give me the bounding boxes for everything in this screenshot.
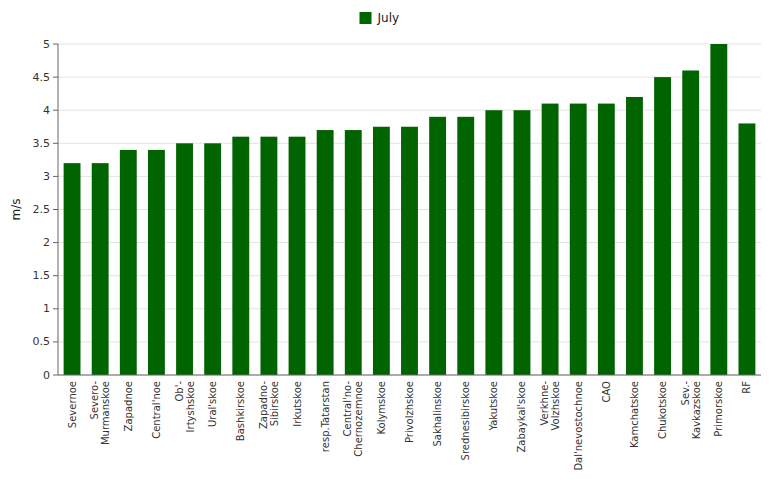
tick-label: CAO xyxy=(601,381,612,403)
tick-label: 4 xyxy=(43,104,50,117)
tick-label: 3.5 xyxy=(33,137,51,150)
bar xyxy=(345,130,362,375)
x-axis: Severnoe Severo-Murmanskoe Zapadnoe Central… xyxy=(67,381,753,471)
bar xyxy=(429,117,446,375)
tick-label: Verkhne-Volzhskoe xyxy=(539,381,561,431)
tick-mark xyxy=(53,308,58,309)
axis-label: m/s xyxy=(9,199,23,221)
tick-label: Irkutskoe xyxy=(292,381,303,427)
tick-label: Sakhalinskoe xyxy=(432,381,443,447)
bar xyxy=(626,97,643,375)
tick-label: Kamchatskoe xyxy=(629,381,640,448)
tick-mark xyxy=(53,242,58,243)
tick-mark xyxy=(53,44,58,45)
legend: July xyxy=(360,11,400,25)
y-axis: 0 0.5 1 1.5 2 2.5 3 3.5 4 4.5 5 xyxy=(33,38,762,382)
bar xyxy=(542,104,559,375)
y-axis-line xyxy=(58,44,59,375)
bar xyxy=(401,127,418,375)
bars xyxy=(64,44,756,375)
tick-mark xyxy=(53,275,58,276)
tick-label: 2.5 xyxy=(33,203,51,216)
bar xyxy=(176,143,193,375)
tick-mark xyxy=(53,341,58,342)
bar xyxy=(373,127,390,375)
tick-label: 0.5 xyxy=(33,335,51,348)
tick-label: RF xyxy=(741,381,752,394)
bar xyxy=(710,44,727,375)
tick-label: Severnoe xyxy=(67,381,78,428)
bar xyxy=(570,104,587,375)
tick-mark xyxy=(53,143,58,144)
bar xyxy=(654,77,671,375)
bar xyxy=(92,163,109,375)
legend-swatch xyxy=(360,12,372,24)
tick-label: Sev.-Kavkazskoe xyxy=(680,381,702,440)
tick-label: Central'noe xyxy=(151,381,162,439)
tick-label: 3 xyxy=(43,170,50,183)
bar xyxy=(598,104,615,375)
tick-label: 4.5 xyxy=(33,71,51,84)
tick-label: Bashkirskoe xyxy=(235,381,246,441)
chart: 0 0.5 1 1.5 2 2.5 3 3.5 4 4.5 5 Severnoe Severo-Murm… xyxy=(0,0,777,479)
bar xyxy=(260,137,277,375)
tick-label: Ob'-Irtyshskoe xyxy=(174,381,196,433)
grid-line xyxy=(58,44,761,45)
bar xyxy=(682,70,699,375)
tick-label: 5 xyxy=(43,38,50,51)
tick-label: Severo-Murmanskoe xyxy=(89,381,111,445)
bar xyxy=(485,110,502,375)
tick-mark xyxy=(53,176,58,177)
tick-label: Central'no-Chernozemnoe xyxy=(342,381,364,457)
bar xyxy=(739,123,756,375)
bar xyxy=(204,143,221,375)
tick-label: Zapadno-Sibirskoe xyxy=(258,381,280,429)
tick-label: 1 xyxy=(43,302,50,315)
x-axis-line xyxy=(58,375,761,376)
bar xyxy=(289,137,306,375)
tick-mark xyxy=(53,209,58,210)
bar xyxy=(148,150,165,375)
tick-label: Dal'nevostochnoe xyxy=(573,381,584,471)
tick-label: 1.5 xyxy=(33,269,51,282)
grid-line xyxy=(58,375,761,376)
tick-mark xyxy=(53,375,58,376)
tick-label: Kolymskoe xyxy=(376,381,387,435)
legend-label: July xyxy=(377,11,400,25)
tick-label: Privolzhskoe xyxy=(404,381,415,443)
bar xyxy=(64,163,81,375)
bar xyxy=(514,110,531,375)
tick-label: Yakutskoe xyxy=(488,381,499,432)
tick-label: 2 xyxy=(43,236,50,249)
tick-mark xyxy=(53,110,58,111)
tick-label: Srednesibirskoe xyxy=(460,381,471,460)
tick-mark xyxy=(53,77,58,78)
tick-label: Primorskoe xyxy=(713,381,724,437)
tick-label: 0 xyxy=(43,369,50,382)
tick-label: Zabaykal'skoe xyxy=(516,381,527,453)
tick-label: Chukotskoe xyxy=(657,381,668,439)
bar xyxy=(232,137,249,375)
tick-label: resp.Tatarstan xyxy=(320,381,331,452)
tick-label: Ural'skoe xyxy=(207,381,218,427)
bar xyxy=(457,117,474,375)
tick-label: Zapadnoe xyxy=(123,381,134,431)
bar xyxy=(317,130,334,375)
bar xyxy=(120,150,137,375)
